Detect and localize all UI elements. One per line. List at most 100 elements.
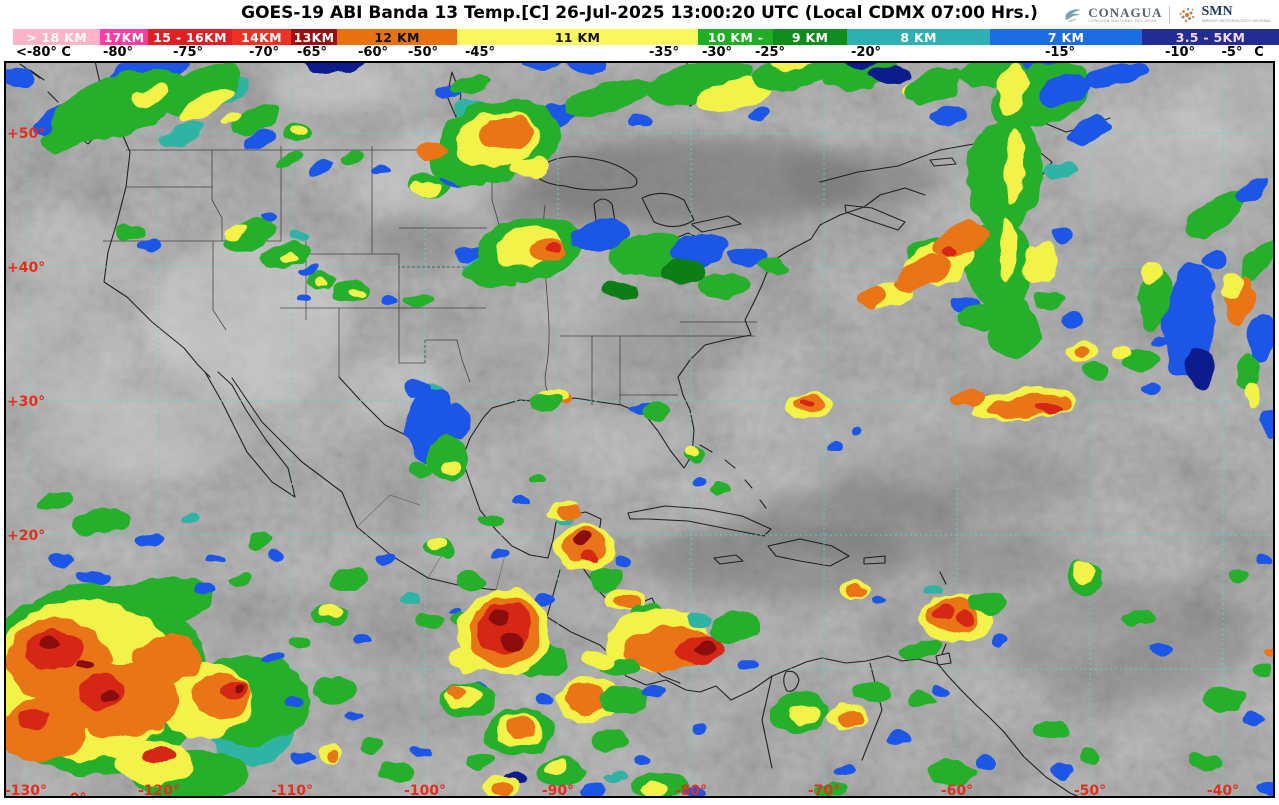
temp-tick: -50°: [408, 45, 438, 60]
cloud-blob: [544, 761, 568, 775]
cloud-blob: [578, 783, 606, 797]
cloud-blob: [1222, 271, 1242, 299]
cloud-blob: [320, 605, 344, 619]
cloud-blob: [670, 233, 730, 267]
legend-segment: 3.5 - 5KM: [1142, 29, 1279, 45]
cloud-blob: [300, 265, 320, 275]
cloud-blob: [281, 694, 303, 706]
cloud-blob: [223, 224, 249, 240]
cloud-blob: [218, 113, 242, 127]
cloud-blob: [691, 723, 709, 733]
cloud-blob: [628, 114, 652, 126]
cloud-blob: [950, 389, 986, 407]
cloud-blob: [643, 685, 667, 699]
cloud-blob: [587, 568, 623, 592]
cloud-blob: [1076, 560, 1094, 584]
altitude-legend: > 18 KM 17KM 15 - 16KM 14KM 13KM 12 KM 11 KM 10…: [0, 29, 1279, 45]
cloud-blob: [873, 596, 887, 604]
logo-separator: [1169, 5, 1171, 24]
cloud-blob: [1257, 555, 1273, 565]
cloud-blob: [529, 394, 561, 410]
conagua-logo: CONAGUA COMISIÓN NACIONAL DEL AGUA: [1062, 5, 1162, 25]
cloud-blob: [695, 641, 717, 655]
cloud-blob: [410, 180, 440, 196]
smn-icon: [1179, 7, 1195, 22]
cloud-blob: [1186, 350, 1214, 390]
temp-tick: -15°: [1045, 45, 1075, 60]
coordinate-labels: +50° +40° +30° +20° -130° -120° -110° -100° -90°…: [5, 126, 1239, 805]
cloud-blob: [694, 273, 750, 299]
cloud-blob: [180, 515, 200, 525]
cloud-blob: [262, 653, 282, 663]
longitude-label: -100°: [404, 783, 446, 798]
cloud-blob: [710, 485, 730, 495]
cloud-blob: [360, 738, 384, 752]
cloud-blob: [592, 729, 632, 751]
cloud-blob: [1112, 346, 1132, 358]
cloud-blob: [408, 462, 432, 478]
cloud-blob: [136, 533, 164, 547]
cloud-blob: [1139, 268, 1171, 332]
cloud-blob: [800, 399, 812, 407]
cloud-blob: [448, 606, 462, 614]
cloud-blob: [193, 582, 217, 594]
cloud-blob: [709, 612, 761, 644]
cloud-blob: [455, 571, 485, 589]
cloud-blob: [79, 571, 111, 585]
cloud-blob: [989, 302, 1041, 358]
cloud-blob: [326, 752, 340, 762]
cloud-blob: [15, 709, 49, 731]
cloud-blob: [417, 143, 447, 161]
cloud-blob: [530, 475, 550, 485]
cloud-blob: [41, 111, 99, 153]
legend-segment: 10 KM -: [698, 29, 773, 45]
cloud-blob: [572, 218, 628, 252]
temperature-scale: <-80° C -80° -75° -70° -65° -60° -50° -45° -35° -…: [0, 45, 1279, 61]
cloud-blob: [478, 514, 502, 526]
temp-tick: -30°: [702, 45, 732, 60]
cloud-blob: [563, 528, 607, 562]
temp-tick: -80°: [103, 45, 133, 60]
cloud-blob: [100, 690, 120, 702]
temp-tick: -10°: [1165, 45, 1195, 60]
latitude-label: +40°: [7, 260, 45, 276]
cloud-blob: [380, 295, 400, 305]
cloud-blob: [1230, 569, 1250, 581]
cloud-blob: [642, 781, 668, 795]
cloud-blob: [289, 636, 311, 648]
cloud-blob: [248, 532, 272, 548]
cloud-blob: [957, 611, 975, 625]
cloud-blob: [535, 694, 555, 706]
cloud-blob: [1034, 720, 1070, 740]
longitude-label: -80°: [675, 783, 707, 798]
cloud-blob: [404, 380, 432, 400]
cloud-blob: [1072, 347, 1088, 357]
smn-sublabel: SERVICIO METEOROLÓGICO NACIONAL: [1201, 19, 1271, 24]
cloud-blob: [925, 585, 945, 595]
longitude-label: -120°: [138, 783, 180, 798]
cloud-blob: [1234, 177, 1270, 203]
cloud-blob: [900, 639, 944, 661]
temp-tick: -75°: [173, 45, 203, 60]
cloud-blob: [730, 246, 766, 266]
cloud-blob: [279, 252, 297, 264]
temp-tick: -70°: [249, 45, 279, 60]
cloud-blob: [500, 633, 524, 651]
cloud-blob: [1246, 382, 1262, 410]
smn-label: SMN: [1201, 4, 1233, 20]
cloud-blob: [632, 755, 648, 765]
cloud-blob: [158, 63, 242, 117]
temp-tick: -60°: [358, 45, 388, 60]
cloud-blob: [512, 158, 548, 178]
cloud-blob: [1163, 262, 1217, 378]
cloud-blob: [1039, 74, 1091, 106]
cloud-blob: [178, 88, 232, 122]
cloud-blob: [575, 532, 591, 544]
cloud-blob: [870, 67, 910, 83]
cloud-blob: [276, 151, 304, 169]
cloud-blob: [340, 150, 364, 164]
cloud-blob: [757, 258, 787, 274]
cloud-blob: [685, 784, 705, 796]
cloud-blob: [130, 85, 170, 105]
cloud-blob: [348, 289, 364, 297]
